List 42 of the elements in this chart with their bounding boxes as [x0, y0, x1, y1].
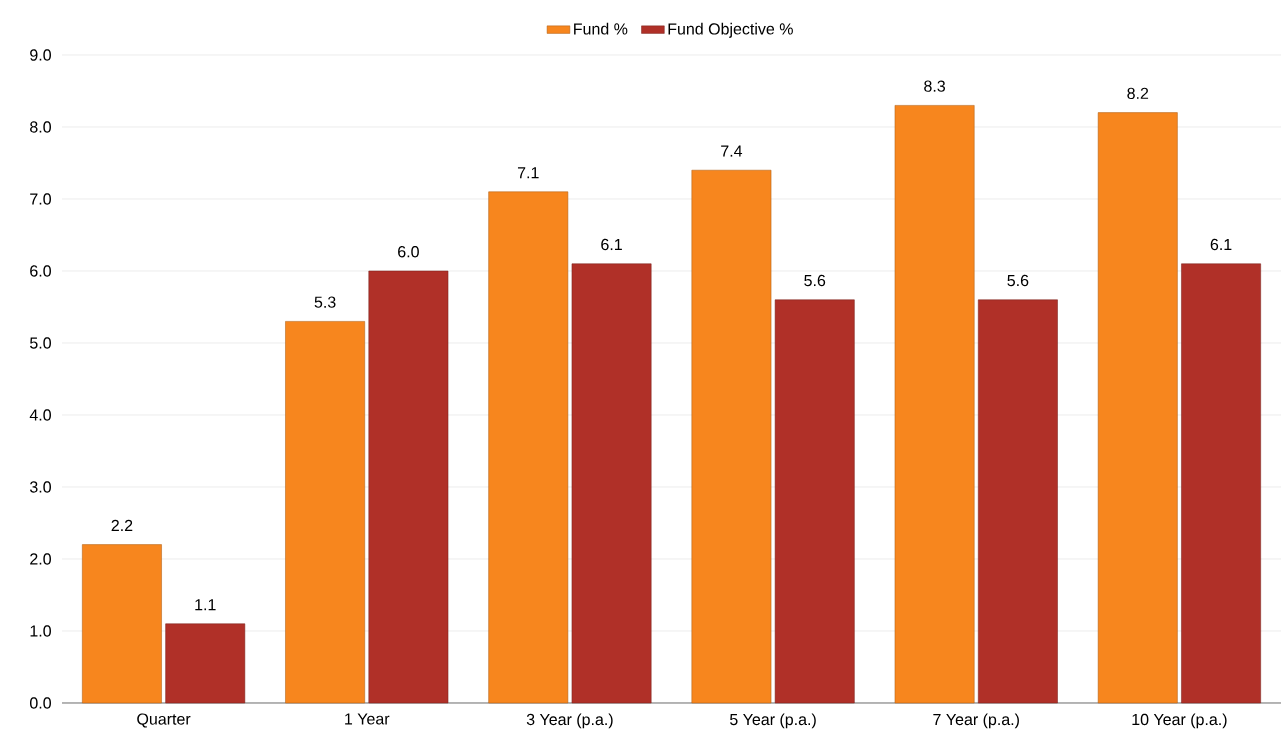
data-label: 1.1 [195, 599, 216, 611]
data-label: 6.0 [398, 246, 419, 258]
y-tick-label: 0.0 [29, 697, 51, 709]
bar [978, 299, 1058, 704]
bar [1097, 112, 1178, 704]
bar [285, 321, 365, 704]
y-tick-label: 7.0 [30, 193, 51, 205]
data-label: 8.2 [1127, 87, 1149, 99]
y-tick-label: 4.0 [29, 409, 51, 421]
y-tick-label: 3.0 [29, 481, 51, 493]
bar [894, 105, 975, 704]
x-tick-label: 10 Year (p.a.) [1132, 713, 1227, 729]
bar [165, 623, 246, 704]
data-label: 5.3 [314, 296, 336, 308]
x-tick-label: 1 Year [345, 713, 390, 725]
x-tick-label: 3 Year (p.a.) [526, 713, 613, 729]
bar [368, 270, 449, 704]
data-label: 5.6 [804, 274, 826, 287]
bar [488, 191, 569, 704]
data-label: 7.4 [721, 145, 743, 157]
data-label: 2.2 [111, 519, 133, 531]
y-tick-label: 5.0 [30, 337, 51, 349]
y-tick-label: 2.0 [30, 553, 51, 565]
bar [691, 169, 772, 704]
data-label: 8.3 [924, 80, 946, 92]
data-label: 5.6 [1007, 274, 1029, 287]
x-tick-label: 7 Year (p.a.) [933, 713, 1019, 729]
y-tick-label: 1.0 [30, 625, 51, 637]
legend-label: Fund Objective % [668, 22, 793, 38]
bar [774, 299, 855, 704]
data-label: 7.1 [517, 167, 539, 179]
x-tick-label: Quarter [137, 713, 191, 728]
bar [82, 544, 162, 704]
x-tick-label: 5 Year (p.a.) [730, 713, 816, 729]
y-tick-label: 6.0 [30, 265, 51, 277]
bar [571, 263, 652, 704]
bar [1181, 263, 1261, 704]
data-label: 6.1 [601, 238, 622, 251]
y-tick-label: 9.0 [30, 49, 51, 61]
legend-label: Fund % [574, 22, 628, 35]
y-tick-label: 8.0 [30, 121, 51, 133]
data-label: 6.1 [1210, 238, 1232, 251]
